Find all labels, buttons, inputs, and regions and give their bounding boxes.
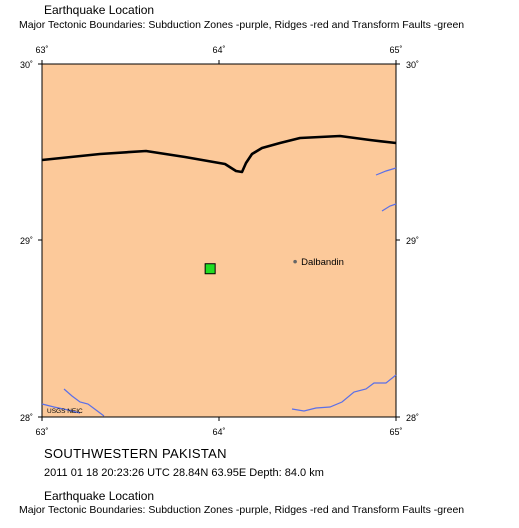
river <box>63 388 105 417</box>
right-tick-label: 30˚ <box>406 60 419 70</box>
page-subtitle: Major Tectonic Boundaries: Subduction Zo… <box>19 19 465 31</box>
right-tick-label: 29˚ <box>406 236 419 246</box>
map-figure: 63˚ 64˚ 65˚ 63˚ 64˚ 65˚ 30˚ 29˚ 28˚ 30˚ … <box>20 45 419 437</box>
city-marker-icon <box>293 259 297 264</box>
top-tick-label: 63˚ <box>35 45 48 55</box>
credit-label: USGS NEIC <box>47 408 83 415</box>
river <box>381 203 397 212</box>
top-tick-label: 64˚ <box>212 45 225 55</box>
river <box>375 167 397 176</box>
river <box>291 374 397 412</box>
left-tick-label: 28˚ <box>20 413 33 423</box>
top-tick-label: 65˚ <box>389 45 402 55</box>
international-border <box>41 134 397 174</box>
land-area <box>41 63 397 418</box>
page-title: Earthquake Location <box>44 3 155 17</box>
footer-subtitle: Major Tectonic Boundaries: Subduction Zo… <box>19 504 465 516</box>
river <box>41 403 81 414</box>
footer-title: Earthquake Location <box>44 489 155 503</box>
bottom-tick-label: 63˚ <box>35 427 48 437</box>
bottom-tick-label: 64˚ <box>212 427 225 437</box>
event-details: 2011 01 18 20:23:26 UTC 28.84N 63.95E De… <box>44 467 324 479</box>
city-label: Dalbandin <box>301 257 344 268</box>
bottom-tick-label: 65˚ <box>389 427 402 437</box>
event-region: SOUTHWESTERN PAKISTAN <box>44 446 227 461</box>
left-tick-label: 30˚ <box>20 60 33 70</box>
left-tick-label: 29˚ <box>20 236 33 246</box>
square-marker-icon <box>204 263 216 275</box>
right-tick-label: 28˚ <box>406 413 419 423</box>
